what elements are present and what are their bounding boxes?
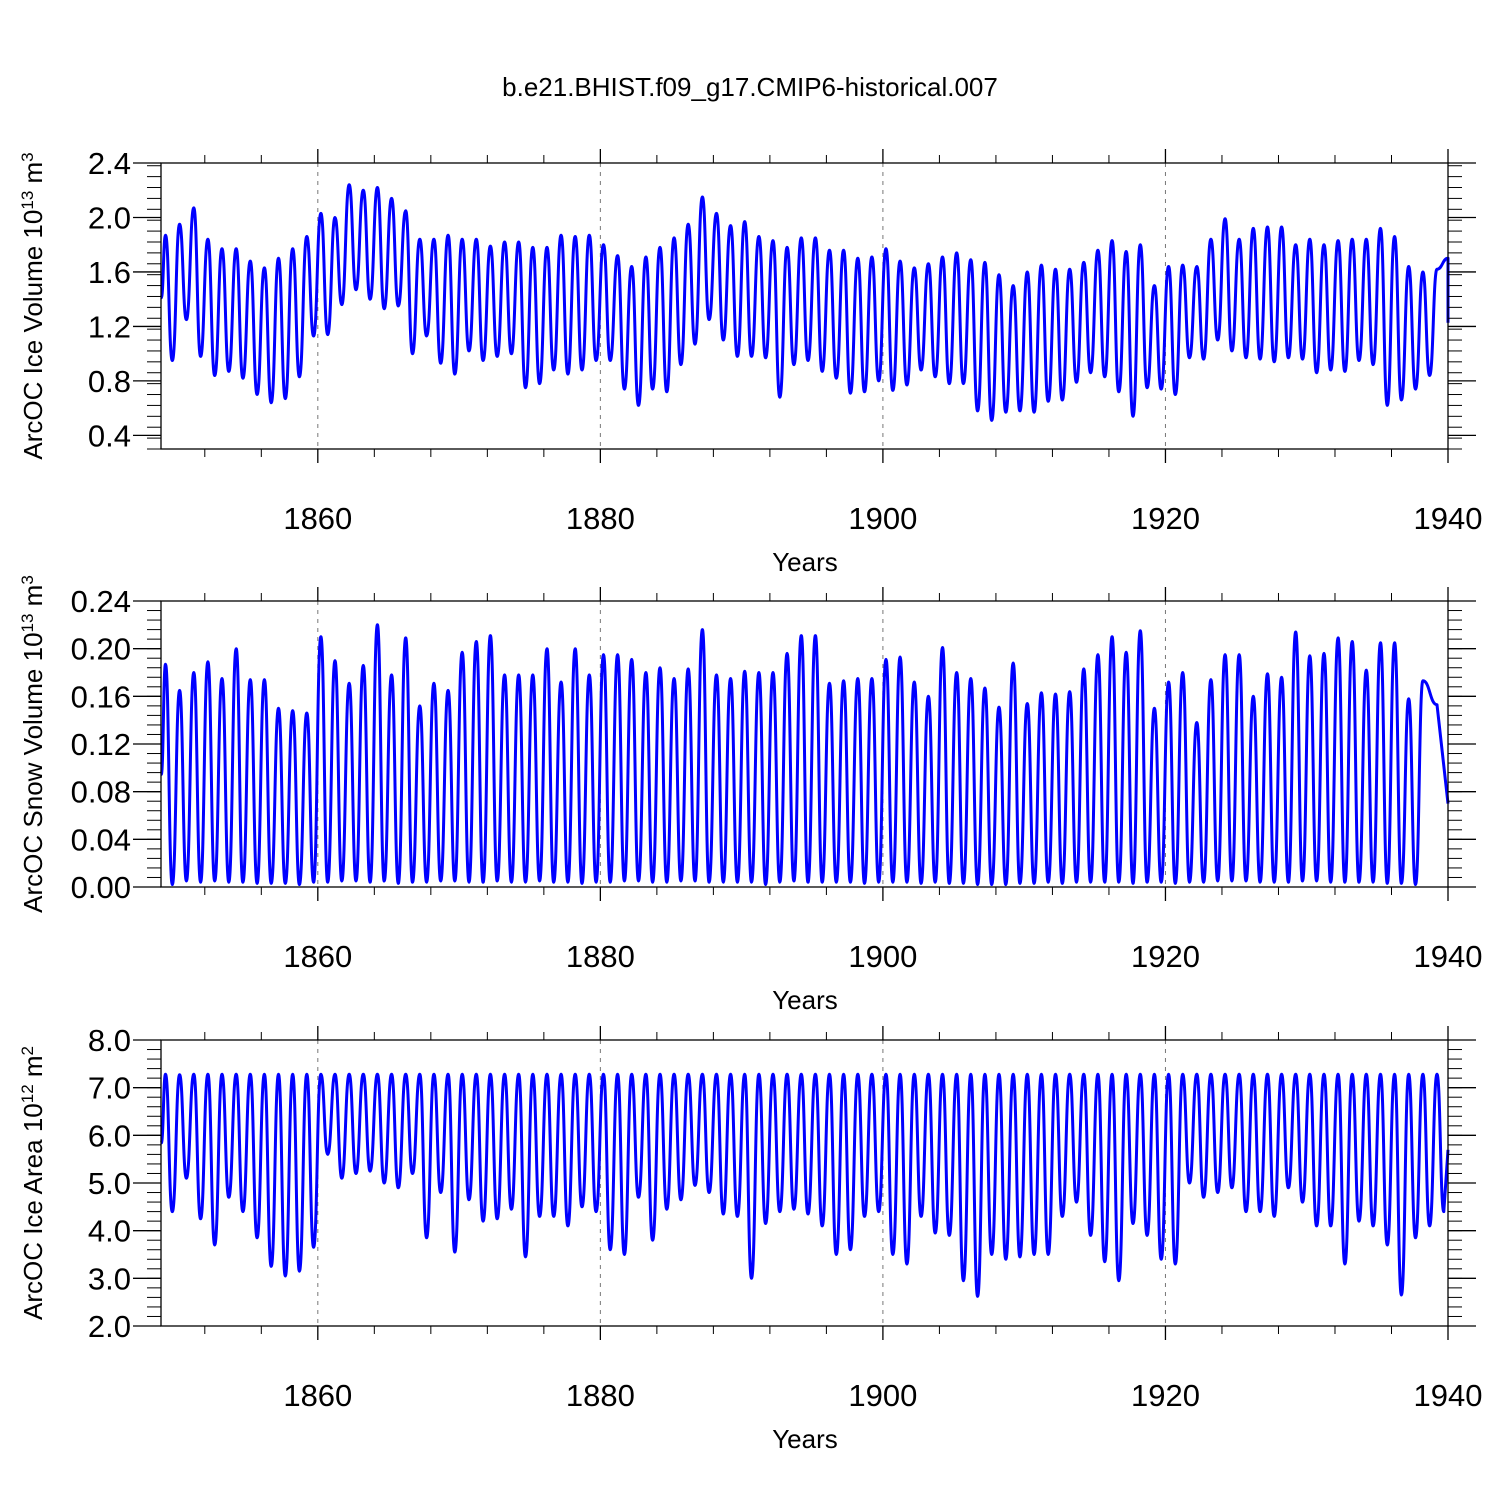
y-tick-label: 1.2: [88, 309, 131, 344]
y-axis-label-unit: m: [18, 1055, 48, 1084]
y-tick-label: 3.0: [88, 1261, 131, 1296]
y-axis-label-exponent: 13: [18, 191, 37, 210]
x-tick-label: 1900: [848, 1378, 917, 1413]
y-tick-label: 1.6: [88, 255, 131, 290]
y-axis-label-unit-exponent: 2: [18, 1046, 37, 1055]
y-axis-label-unit-exponent: 3: [18, 152, 37, 161]
chart-panel-1: 0.4 0.8 1.2 1.6 2.0 2.4 1860 1880 1900 1920 1940 Ye…: [18, 146, 1483, 577]
x-axis-label: Years: [772, 1424, 838, 1454]
y-tick-label: 2.0: [88, 200, 131, 235]
y-axis-label-unit-exponent: 3: [18, 575, 37, 584]
figure-title: b.e21.BHIST.f09_g17.CMIP6-historical.007: [502, 72, 998, 102]
y-tick-label: 5.0: [88, 1166, 131, 1201]
y-tick-label: 0.04: [71, 822, 131, 857]
x-tick-label: 1860: [283, 501, 352, 536]
x-tick-label: 1920: [1131, 939, 1200, 974]
x-tick-label: 1940: [1414, 501, 1483, 536]
y-axis-label-text: ArcOC Ice Volume 10: [18, 210, 48, 460]
x-tick-label: 1860: [283, 1378, 352, 1413]
x-tick-label: 1900: [848, 939, 917, 974]
y-axis-label-text: ArcOC Ice Area 10: [18, 1103, 48, 1320]
x-tick-label: 1920: [1131, 1378, 1200, 1413]
plot-frame: [160, 162, 1449, 450]
x-tick-label: 1880: [566, 501, 635, 536]
y-tick-label: 2.4: [88, 146, 131, 181]
y-tick-label: 8.0: [88, 1023, 131, 1058]
y-tick-label: 7.0: [88, 1071, 131, 1106]
y-tick-label: 6.0: [88, 1118, 131, 1153]
chart-panel-2: 0.00 0.04 0.08 0.12 0.16 0.20 0.24 1860 1880 1900…: [18, 575, 1483, 1015]
y-tick-label: 0.16: [71, 679, 131, 714]
y-tick-label: 2.0: [88, 1309, 131, 1344]
data-series-line: [159, 623, 1450, 887]
data-series-line: [159, 1072, 1450, 1298]
data-series-line: [159, 183, 1450, 422]
y-tick-label: 0.20: [71, 632, 131, 667]
y-tick-label: 0.00: [71, 870, 131, 905]
y-tick-label: 0.12: [71, 727, 131, 762]
y-axis-label: ArcOC Ice Volume 1013 m3: [18, 152, 49, 459]
y-tick-label: 0.4: [88, 418, 131, 453]
y-axis-label-exponent: 13: [18, 614, 37, 633]
x-tick-label: 1920: [1131, 501, 1200, 536]
x-tick-label: 1860: [283, 939, 352, 974]
y-tick-label: 0.8: [88, 364, 131, 399]
y-tick-label: 4.0: [88, 1214, 131, 1249]
x-axis-label: Years: [772, 985, 838, 1015]
x-axis-label: Years: [772, 547, 838, 577]
y-axis-label: ArcOC Ice Area 1012 m2: [18, 1046, 49, 1320]
x-tick-label: 1880: [566, 1378, 635, 1413]
x-tick-label: 1880: [566, 939, 635, 974]
y-axis-label-exponent: 12: [18, 1084, 37, 1103]
y-tick-label: 0.24: [71, 584, 131, 619]
x-tick-label: 1940: [1414, 939, 1483, 974]
chart-panel-3: 2.0 3.0 4.0 5.0 6.0 7.0 8.0 1860 1880 1900 1920 194…: [18, 1023, 1483, 1454]
y-axis-label: ArcOC Snow Volume 1013 m3: [18, 575, 49, 913]
y-axis-label-unit: m: [18, 585, 48, 614]
x-tick-label: 1900: [848, 501, 917, 536]
y-axis-label-text: ArcOC Snow Volume 10: [18, 632, 48, 912]
panels: 0.4 0.8 1.2 1.6 2.0 2.4 1860 1880 1900 1920 1940 Ye…: [18, 146, 1483, 1454]
y-axis-label-unit: m: [18, 162, 48, 191]
x-tick-label: 1940: [1414, 1378, 1483, 1413]
y-tick-label: 0.08: [71, 775, 131, 810]
